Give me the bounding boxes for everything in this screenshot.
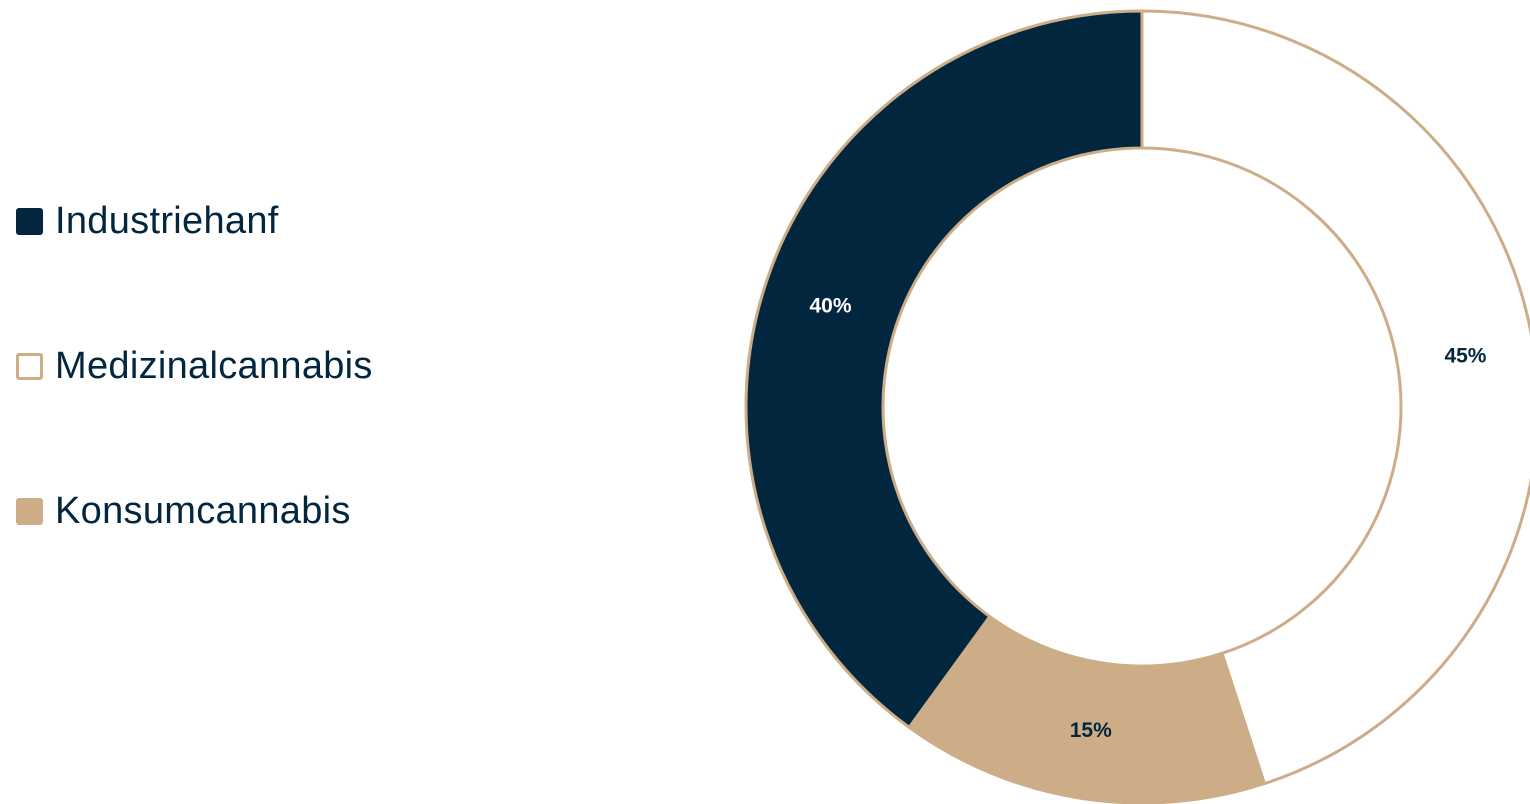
legend-item-medizinalcannabis: Medizinalcannabis (16, 345, 373, 388)
slice-label-medizinalcannabis: 45% (1444, 344, 1486, 367)
legend-swatch-medizinalcannabis (16, 353, 43, 380)
donut-slices (744, 9, 1530, 804)
legend-label-medizinalcannabis: Medizinalcannabis (55, 345, 373, 387)
legend-swatch-industriehanf (16, 208, 43, 235)
legend-swatch-konsumcannabis (16, 498, 43, 525)
legend-label-konsumcannabis: Konsumcannabis (55, 490, 351, 532)
slice-label-konsumcannabis: 15% (1070, 719, 1112, 742)
slice-labels: 45% 15% 40% (810, 294, 1487, 742)
chart-legend: Industriehanf Medizinalcannabis Konsumca… (16, 0, 576, 804)
slice-label-industriehanf: 40% (810, 294, 852, 317)
slice-industriehanf (744, 9, 1144, 729)
legend-item-konsumcannabis: Konsumcannabis (16, 490, 351, 533)
legend-item-industriehanf: Industriehanf (16, 200, 279, 243)
legend-label-industriehanf: Industriehanf (55, 200, 279, 242)
slice-medizinalcannabis (1140, 9, 1530, 786)
